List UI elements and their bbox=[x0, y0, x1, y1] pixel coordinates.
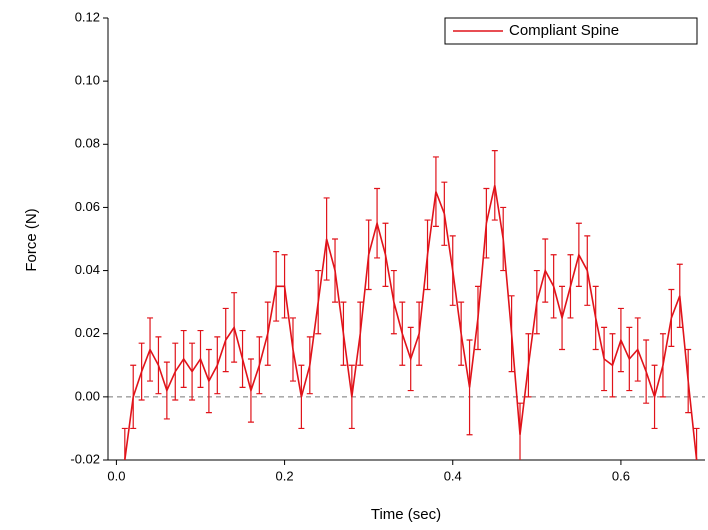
y-tick-label: 0.12 bbox=[75, 9, 100, 24]
y-tick-label: 0.02 bbox=[75, 325, 100, 340]
y-tick-label: 0.06 bbox=[75, 199, 100, 214]
y-tick-label: 0.10 bbox=[75, 73, 100, 88]
x-tick-label: 0.2 bbox=[276, 468, 294, 483]
y-tick-label: 0.00 bbox=[75, 388, 100, 403]
x-axis-title: Time (sec) bbox=[371, 506, 441, 523]
y-axis-title: Force (N) bbox=[23, 208, 40, 271]
y-tick-label: 0.08 bbox=[75, 136, 100, 151]
y-tick-label: 0.04 bbox=[75, 262, 100, 277]
x-tick-label: 0.6 bbox=[612, 468, 630, 483]
legend-label: Compliant Spine bbox=[509, 22, 619, 39]
data-line bbox=[124, 185, 698, 460]
error-bar bbox=[121, 427, 128, 460]
x-tick-label: 0.0 bbox=[107, 468, 125, 483]
y-tick-label: -0.02 bbox=[70, 451, 100, 466]
x-tick-label: 0.4 bbox=[444, 468, 462, 483]
error-bar bbox=[693, 427, 700, 460]
plot-area bbox=[121, 150, 700, 460]
